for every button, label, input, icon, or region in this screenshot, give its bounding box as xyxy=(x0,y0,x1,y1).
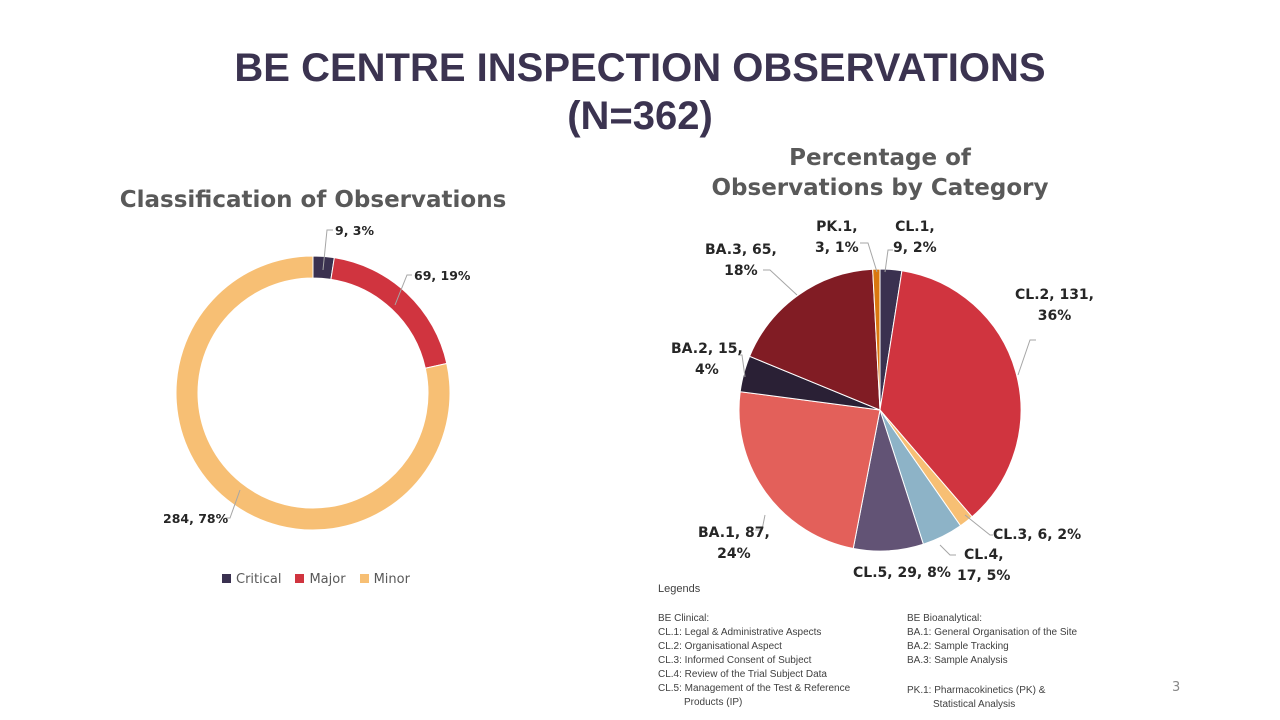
leader-line xyxy=(394,274,412,306)
slide-title: BE CENTRE INSPECTION OBSERVATIONS (N=362… xyxy=(234,46,1046,138)
legend-item-minor: Minor xyxy=(359,572,410,587)
leader-line xyxy=(860,242,878,273)
page-number: 3 xyxy=(1172,680,1181,695)
donut-slice-minor xyxy=(175,255,451,531)
legend-item-major: Major xyxy=(295,572,346,587)
donut-label-critical: 9, 3% xyxy=(335,223,375,238)
leader-line xyxy=(763,269,798,296)
legend-swatch xyxy=(295,574,305,583)
pie-label-cl3: CL.3, 6, 2% xyxy=(993,527,1082,543)
legend-clinical: BE Clinical: CL.1: Legal & Administrativ… xyxy=(658,613,851,708)
pie-label-ba3: BA.3, 65, 18% xyxy=(705,242,777,279)
pie-label-ba1: BA.1, 87, 24% xyxy=(698,525,770,562)
pie-label-pk1: PK.1, 3, 1% xyxy=(815,219,859,256)
leader-lines xyxy=(225,229,1036,556)
leader-line xyxy=(1017,339,1036,376)
pie-chart xyxy=(738,268,1022,552)
pie-label-ba2: BA.2, 15, 4% xyxy=(671,341,743,378)
leader-line xyxy=(939,544,956,556)
pie-label-cl1: CL.1, 9, 2% xyxy=(893,219,937,256)
pie-slice-ba1 xyxy=(738,391,881,550)
leader-line xyxy=(322,229,333,271)
leader-line xyxy=(738,354,746,378)
donut-label-major: 69, 19% xyxy=(414,268,471,283)
donut-legend: Critical Major Minor xyxy=(222,572,410,587)
legend-bioanalytical: BE Bioanalytical: BA.1: General Organisa… xyxy=(907,613,1078,666)
donut-title: Classification of Observations xyxy=(119,187,507,213)
donut-label-minor: 284, 78% xyxy=(163,511,229,526)
leader-line xyxy=(884,249,893,273)
leader-line xyxy=(964,514,993,536)
legend-swatch xyxy=(359,574,369,583)
pie-slice-ba3 xyxy=(748,268,881,411)
pie-title: Percentage of Observations by Category xyxy=(711,145,1049,201)
leader-line xyxy=(225,489,241,519)
legend-heading: Legends xyxy=(658,583,701,595)
leader-line xyxy=(755,514,766,531)
legend-item-critical: Critical xyxy=(222,572,281,587)
legend-swatch xyxy=(222,574,231,583)
pie-slice-cl2 xyxy=(879,270,1022,518)
pie-label-cl4: CL.4, 17, 5% xyxy=(957,547,1011,584)
pie-label-cl2: CL.2, 131, 36% xyxy=(1015,287,1094,324)
donut-chart xyxy=(175,255,451,531)
pie-label-cl5: CL.5, 29, 8% xyxy=(853,565,951,581)
legend-pk: PK.1: Pharmacokinetics (PK) & Statistica… xyxy=(907,685,1046,710)
